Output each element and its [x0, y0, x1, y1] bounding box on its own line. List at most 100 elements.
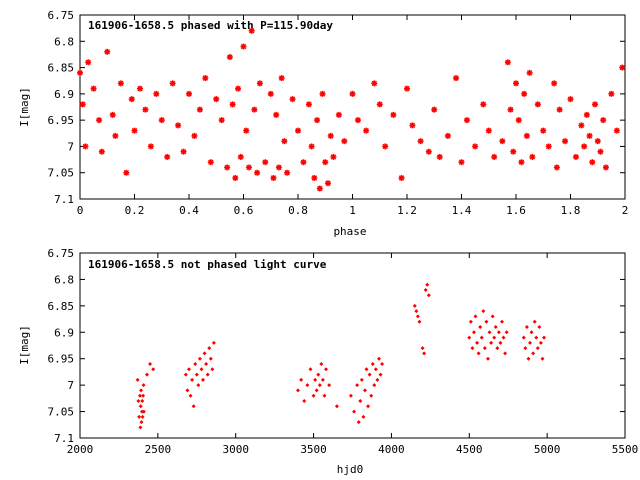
- x-tick-label: 2: [622, 204, 629, 217]
- data-point: [526, 356, 531, 361]
- data-point: [317, 383, 322, 388]
- data-point: [376, 356, 381, 361]
- data-point: [540, 127, 547, 134]
- data-point: [426, 293, 431, 298]
- data-point: [284, 169, 291, 176]
- data-point: [341, 138, 348, 145]
- data-point: [229, 101, 236, 108]
- data-point: [521, 335, 526, 340]
- data-point: [354, 117, 361, 124]
- data-point: [356, 420, 361, 425]
- data-point: [313, 377, 318, 382]
- data-point: [278, 75, 285, 82]
- y-tick-label: 6.75: [48, 9, 75, 22]
- data-point: [545, 143, 552, 150]
- data-point: [77, 69, 83, 76]
- data-point: [358, 399, 363, 403]
- x-tick-label: 1.6: [506, 204, 526, 217]
- data-point: [320, 377, 325, 382]
- data-point: [458, 159, 465, 166]
- data-point: [567, 96, 574, 103]
- data-points-unphased: [135, 282, 547, 430]
- data-point: [270, 174, 277, 181]
- data-point: [412, 303, 417, 308]
- data-point: [499, 319, 504, 324]
- data-point: [475, 340, 480, 345]
- data-point: [191, 404, 196, 409]
- data-point: [197, 356, 202, 361]
- chart-title-phased: 161906-1658.5 phased with P=115.90day: [88, 19, 333, 32]
- data-point: [208, 356, 213, 361]
- y-tick-label: 7.05: [48, 167, 75, 180]
- data-point: [489, 340, 494, 345]
- data-point: [540, 356, 545, 361]
- data-point: [375, 377, 380, 382]
- data-point: [487, 330, 492, 335]
- data-point: [138, 404, 143, 409]
- x-tick-label: 1.4: [452, 204, 472, 217]
- data-point: [414, 309, 419, 314]
- x-tick-label: 3000: [222, 443, 249, 456]
- data-point: [243, 127, 250, 134]
- data-point: [142, 106, 149, 113]
- data-point: [382, 143, 389, 150]
- data-point: [366, 404, 371, 409]
- y-tick-label: 6.95: [48, 114, 75, 127]
- data-point: [135, 377, 140, 382]
- data-point: [491, 153, 498, 160]
- data-point: [551, 80, 558, 87]
- data-point: [148, 362, 153, 366]
- data-point: [371, 80, 378, 87]
- data-point: [207, 346, 212, 351]
- x-tick-label: 0.6: [234, 204, 254, 217]
- data-point: [213, 96, 220, 103]
- data-point: [503, 351, 508, 356]
- data-point: [314, 117, 321, 124]
- data-point: [109, 111, 116, 118]
- data-point: [476, 351, 481, 356]
- data-point: [376, 101, 383, 108]
- data-point: [496, 330, 501, 335]
- y-tick-label: 7: [67, 140, 74, 153]
- y-tick-label: 6.85: [48, 300, 75, 313]
- data-point: [417, 319, 422, 324]
- data-point: [79, 101, 86, 108]
- data-point: [531, 351, 536, 356]
- chart-title-unphased: 161906-1658.5 not phased light curve: [88, 258, 327, 271]
- plot-frame-phased: [79, 14, 626, 200]
- data-point: [136, 85, 143, 92]
- data-point: [484, 319, 489, 324]
- data-point: [490, 314, 495, 319]
- data-point: [248, 27, 255, 34]
- data-point: [137, 414, 142, 419]
- x-tick-label: 5000: [534, 443, 561, 456]
- data-point: [361, 414, 366, 419]
- y-axis-label-unphased: I[mag]: [18, 325, 31, 365]
- data-point: [308, 367, 313, 372]
- y-tick-label: 7.1: [54, 193, 74, 206]
- data-point: [602, 164, 609, 171]
- data-point: [316, 372, 321, 377]
- data-point: [218, 117, 225, 124]
- data-point: [202, 75, 209, 82]
- data-point: [144, 372, 149, 377]
- x-tick-label: 2500: [145, 443, 172, 456]
- data-point: [436, 153, 443, 160]
- data-point: [478, 325, 483, 329]
- data-point: [199, 367, 204, 372]
- data-point: [311, 174, 318, 181]
- x-tick-label: 0: [77, 204, 84, 217]
- data-point: [295, 127, 301, 134]
- data-point: [513, 80, 519, 87]
- data-point: [463, 117, 470, 124]
- data-point: [224, 164, 231, 171]
- data-point: [479, 335, 484, 340]
- data-point: [515, 117, 522, 124]
- x-tick-label: 1.2: [397, 204, 417, 217]
- data-point: [492, 335, 497, 340]
- data-point: [186, 90, 192, 97]
- data-point: [237, 153, 244, 160]
- data-point: [211, 340, 216, 345]
- data-point: [485, 127, 492, 134]
